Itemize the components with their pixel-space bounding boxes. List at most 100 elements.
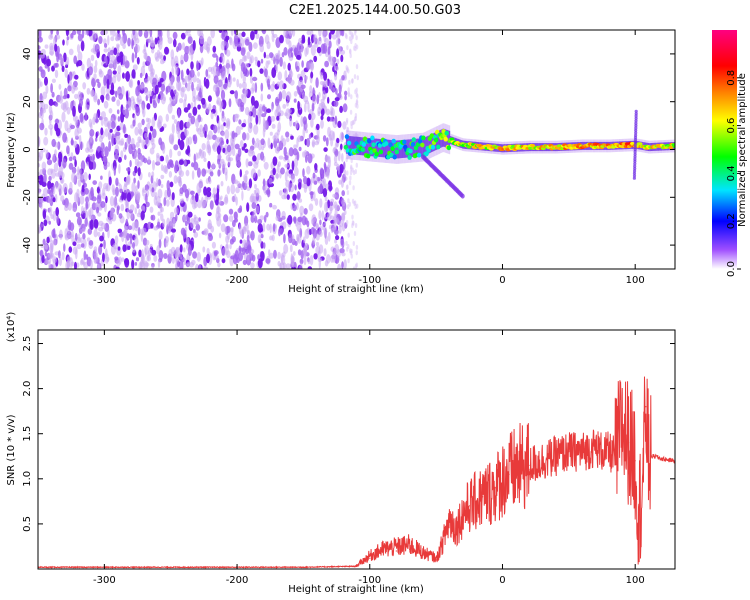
heatmap-speckle [201,97,206,105]
heatmap-speckle [172,218,176,227]
heatmap-halo [382,139,384,158]
heatmap-speckle [242,259,247,266]
heatmap-speckle [242,132,247,141]
heatmap-speckle [272,204,277,210]
heatmap-speckle [101,95,105,103]
heatmap-speckle [180,32,186,40]
heatmap-speckle [67,219,72,231]
heatmap-speckle [83,187,89,195]
heatmap-speckle [322,30,326,38]
heatmap-branch [634,119,638,123]
heatmap-halo [419,138,421,157]
heatmap-speckle [148,132,152,141]
heatmap-speckle [345,65,348,71]
heatmap-speckle [343,209,347,216]
heatmap-speckle [151,171,155,178]
heatmap-speckle [334,229,339,236]
heatmap-speckle [352,266,356,269]
heatmap-speckle [226,144,232,153]
heatmap-speckle [115,134,121,145]
heatmap-speckle [278,140,284,151]
heatmap-speckle [163,197,167,207]
heatmap-speckle [280,167,285,175]
heatmap-speckle [307,259,311,265]
heatmap-speckle [76,193,80,203]
heatmap-speckle [103,162,108,170]
heatmap-speckle [141,118,145,126]
heatmap-speckle [185,169,190,177]
heatmap-halo [402,139,404,158]
heatmap-speckle [288,30,294,37]
heatmap-speckle [273,132,279,142]
heatmap-speckle [215,199,219,206]
heatmap-speckle [343,259,347,269]
heatmap-speckle [120,54,123,66]
heatmap-speckle [287,62,291,71]
heatmap-speckle [157,259,161,269]
heatmap-speckle [355,250,358,256]
heatmap-branch [633,157,637,161]
heatmap-speckle [156,155,161,165]
heatmap-speckle [134,151,137,161]
heatmap-speckle [82,82,87,90]
heatmap-speckle [296,237,300,242]
snr-data-point [382,552,384,554]
heatmap-speckle [323,147,328,153]
heatmap-speckle [265,54,271,59]
heatmap-speckle [310,227,315,235]
heatmap-speckle [261,113,267,118]
heatmap-core [443,136,448,142]
heatmap-speckle [63,87,68,98]
heatmap-speckle [100,86,106,97]
heatmap-speckle [39,122,45,131]
heatmap-speckle [98,181,103,190]
heatmap-speckle [230,184,236,195]
heatmap-speckle [207,145,212,156]
heatmap-speckle [76,30,81,35]
heatmap-speckle [157,52,163,59]
heatmap-speckle [156,245,161,255]
heatmap-speckle [216,55,219,63]
heatmap-speckle [202,266,209,269]
heatmap-halo [410,139,412,158]
heatmap-speckle [74,159,77,168]
heatmap-speckle [325,86,329,94]
heatmap-speckle [172,232,175,239]
heatmap-halo [376,138,378,157]
heatmap-speckle [216,184,221,189]
heatmap-speckle [294,120,299,130]
heatmap-halo [354,136,356,155]
heatmap-speckle [136,94,142,103]
heatmap-speckle [223,82,229,91]
heatmap-speckle [206,106,210,114]
heatmap-speckle [319,183,323,192]
heatmap-speckle [247,116,252,127]
heatmap-speckle [255,33,260,40]
heatmap-speckle [353,45,356,51]
heatmap-branch [633,147,637,152]
heatmap-speckle [262,222,266,232]
heatmap-speckle [101,149,106,157]
heatmap-speckle [124,154,127,161]
heatmap-speckle [86,87,91,95]
heatmap-speckle [45,149,49,159]
heatmap-speckle [279,261,285,269]
heatmap-speckle [247,110,251,118]
bottom-x-axis-label: Height of straight line (km) [288,584,424,595]
heatmap-speckle [247,229,250,236]
heatmap-speckle [64,68,69,78]
heatmap-speckle [239,205,243,213]
heatmap-speckle [173,89,177,95]
heatmap-speckle [64,120,69,132]
heatmap-speckle [253,100,259,109]
heatmap-speckle [113,242,118,250]
heatmap-speckle [223,122,226,127]
snr-data-point [355,565,358,567]
heatmap-branch [634,124,638,128]
heatmap-halo [361,137,363,156]
heatmap-speckle [118,213,123,219]
heatmap-speckle [234,143,240,150]
heatmap-speckle [206,187,211,193]
heatmap-speckle [61,65,65,73]
heatmap-speckle [109,128,113,133]
